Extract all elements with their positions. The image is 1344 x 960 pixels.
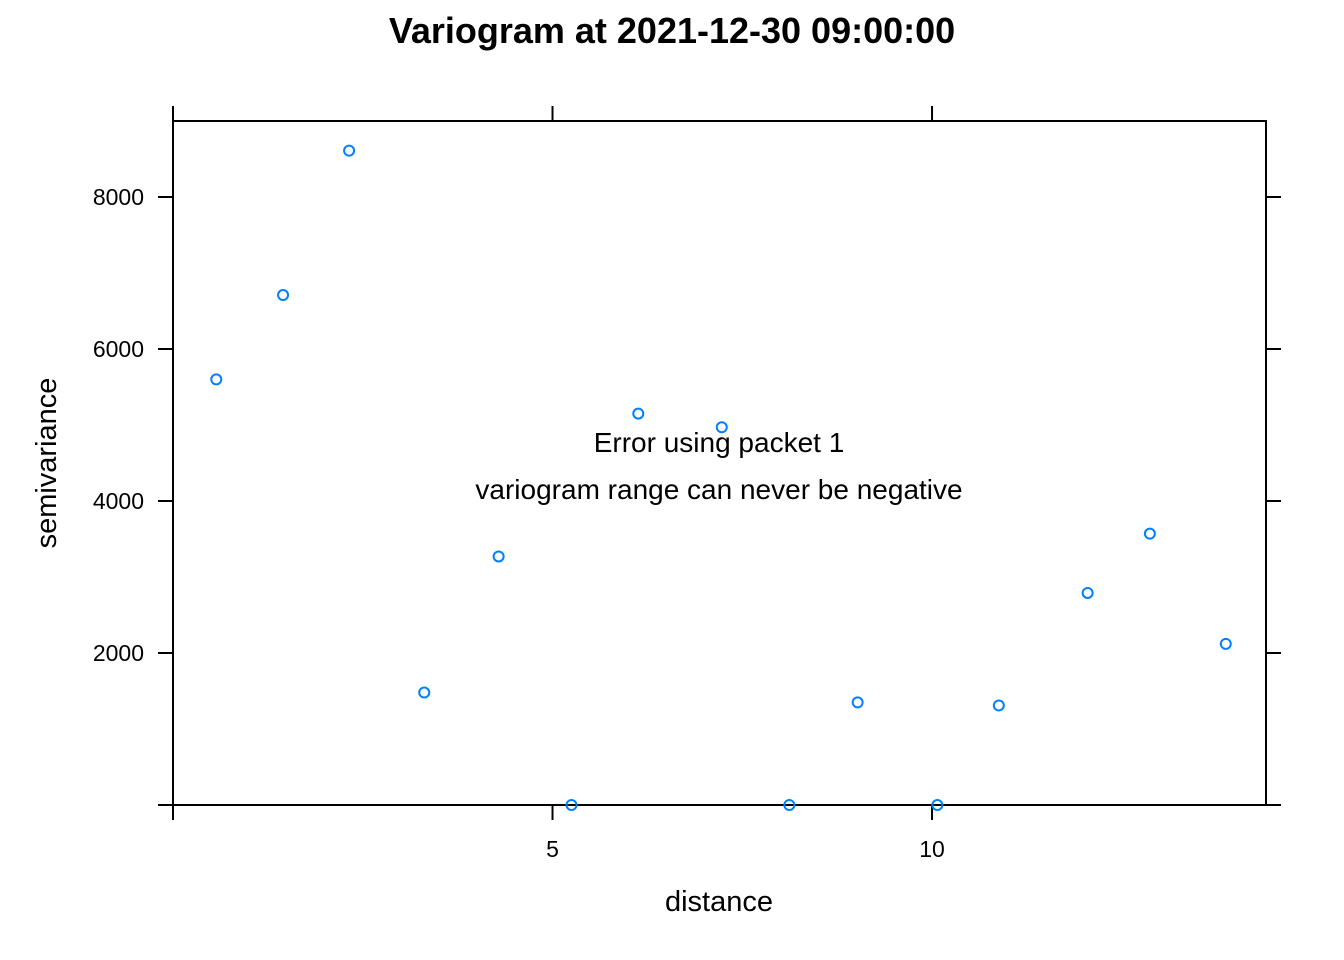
x-tick-label: 5 [546,836,559,862]
chart-title: Variogram at 2021-12-30 09:00:00 [389,10,955,51]
plot-frame [172,120,1267,806]
data-point [931,799,944,811]
y-axis-ticks: 2000 4000 6000 8000 [93,184,1281,806]
y-tick-label: 6000 [93,336,144,362]
data-point [277,289,290,302]
y-tick-label: 2000 [93,640,144,666]
data-point [1143,527,1156,540]
data-point [632,407,645,420]
data-point [1219,637,1232,650]
y-axis-label: semivariance [31,378,63,549]
data-point [1081,586,1094,599]
data-point [343,144,356,157]
x-axis-label: distance [665,886,773,918]
data-point [565,799,578,811]
y-tick-label: 8000 [93,184,144,210]
y-tick-label: 4000 [93,488,144,514]
x-tick-label: 10 [919,836,945,862]
error-message-line-2: variogram range can never be negative [475,474,962,505]
data-point [851,696,864,709]
data-point [210,373,223,386]
data-point [492,550,505,563]
data-points [210,144,1232,811]
data-point [715,421,728,434]
error-message-line-1: Error using packet 1 [594,427,845,458]
data-point [783,799,796,811]
x-axis-ticks: 5 10 [172,106,945,862]
data-point [992,699,1005,712]
data-point [418,686,431,699]
